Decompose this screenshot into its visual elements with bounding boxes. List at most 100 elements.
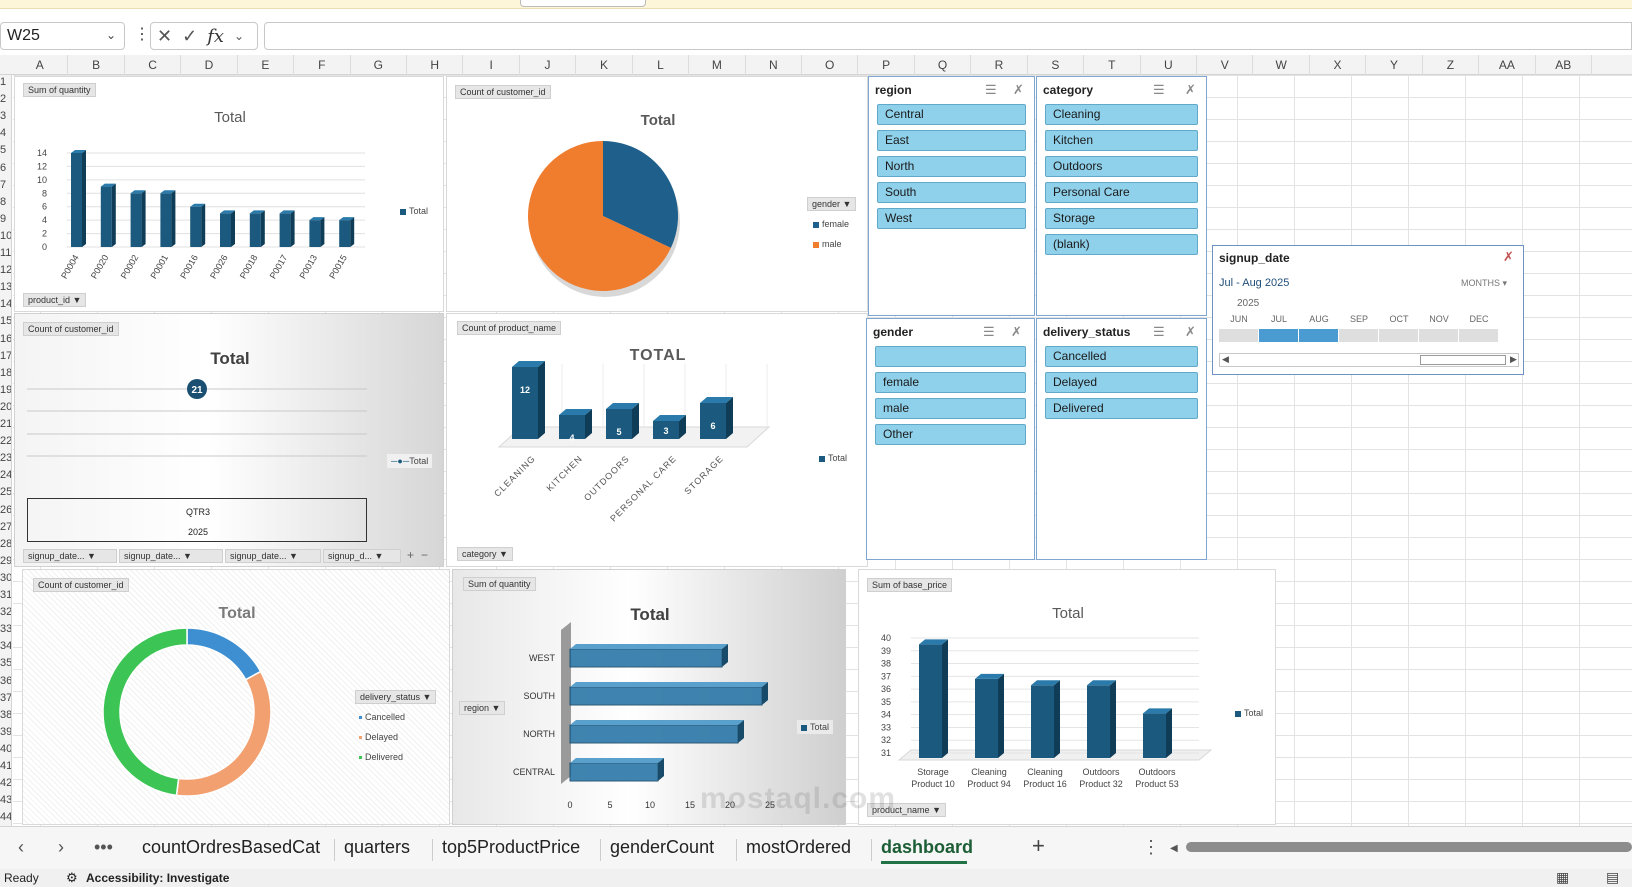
slicer-item[interactable]: South bbox=[877, 182, 1026, 203]
field-button-signup-date-1[interactable]: signup_date... ▼ bbox=[23, 549, 117, 563]
column-header-r[interactable]: R bbox=[971, 55, 1028, 75]
slicer-item[interactable]: Personal Care bbox=[1045, 182, 1198, 203]
scroll-tabs-right-icon[interactable]: › bbox=[58, 837, 64, 857]
row-header-19[interactable]: 19 bbox=[0, 383, 12, 396]
chevron-down-icon[interactable]: ▼ bbox=[422, 692, 432, 702]
chevron-down-icon[interactable]: ▼ bbox=[491, 703, 501, 713]
chevron-down-icon[interactable]: ▼ bbox=[842, 199, 852, 209]
chart-quantity-by-product[interactable]: Sum of quantity Total 0 2 4 6 8 10 12 14 P0004 P0… bbox=[14, 76, 444, 312]
field-button-count-customer[interactable]: Count of customer_id bbox=[33, 578, 129, 592]
field-button-product-name[interactable]: product_name ▼ bbox=[867, 803, 946, 817]
column-header-a[interactable]: A bbox=[12, 55, 69, 75]
multi-select-icon[interactable]: ☰ bbox=[1153, 324, 1165, 339]
row-header-7[interactable]: 7 bbox=[0, 178, 7, 191]
column-header-g[interactable]: G bbox=[351, 55, 407, 75]
field-button-sum-quantity[interactable]: Sum of quantity bbox=[23, 83, 96, 97]
tab-quarters[interactable]: quarters bbox=[344, 837, 411, 857]
tab-genderCount[interactable]: genderCount bbox=[610, 837, 715, 857]
chart-quantity-by-region[interactable]: Sum of quantity Total 0 5 10 15 20 25 WEST SOUT… bbox=[452, 569, 846, 825]
slicer-item[interactable]: female bbox=[875, 372, 1026, 393]
tab-dashboard[interactable]: dashboard bbox=[881, 837, 974, 857]
row-header-25[interactable]: 25 bbox=[0, 486, 12, 499]
tab-top5ProductPrice[interactable]: top5ProductPrice bbox=[442, 837, 581, 857]
column-header-f[interactable]: F bbox=[294, 55, 351, 75]
row-header-34[interactable]: 34 bbox=[0, 640, 12, 653]
clear-filter-icon[interactable]: ✗ bbox=[1013, 82, 1024, 97]
add-sheet-icon[interactable]: + bbox=[1032, 833, 1045, 858]
slicer-item[interactable]: Delayed bbox=[1045, 372, 1198, 393]
slicer-category[interactable]: category ☰ ✗ Cleaning Kitchen Outdoors Pers… bbox=[1036, 76, 1207, 316]
more-tabs-icon[interactable]: ••• bbox=[94, 837, 113, 857]
row-header-27[interactable]: 27 bbox=[0, 520, 12, 533]
slicer-item[interactable] bbox=[875, 346, 1026, 367]
column-header-m[interactable]: M bbox=[689, 55, 746, 75]
clear-filter-icon[interactable]: ✗ bbox=[1503, 249, 1514, 264]
row-header-20[interactable]: 20 bbox=[0, 400, 12, 413]
column-header-o[interactable]: O bbox=[802, 55, 859, 75]
field-button-count-customer[interactable]: Count of customer_id bbox=[23, 322, 119, 336]
column-header-l[interactable]: L bbox=[633, 55, 690, 75]
column-header-t[interactable]: T bbox=[1084, 55, 1141, 75]
filter-icon[interactable]: ▼ bbox=[932, 805, 941, 815]
row-header-10[interactable]: 10 bbox=[0, 229, 12, 242]
row-header-37[interactable]: 37 bbox=[0, 691, 12, 704]
timeline-month-bar[interactable] bbox=[1299, 329, 1338, 342]
field-button-signup-date-3[interactable]: signup_date... ▼ bbox=[225, 549, 321, 563]
row-header-9[interactable]: 9 bbox=[0, 212, 7, 225]
chart-products-by-category[interactable]: Count of product_name TOTAL 12 CLEANING 4 K… bbox=[446, 313, 868, 567]
row-header-11[interactable]: 11 bbox=[0, 247, 12, 259]
row-header-13[interactable]: 13 bbox=[0, 281, 12, 294]
column-header-y[interactable]: Y bbox=[1366, 55, 1423, 75]
row-header-2[interactable]: 2 bbox=[0, 93, 7, 106]
slicer-item[interactable]: Storage bbox=[1045, 208, 1198, 229]
row-header-18[interactable]: 18 bbox=[0, 366, 12, 379]
expand-field-icon[interactable]: + bbox=[407, 548, 415, 562]
scroll-tabs-left-icon[interactable]: ‹ bbox=[18, 837, 24, 857]
collapse-field-icon[interactable]: − bbox=[421, 548, 429, 562]
slicer-item[interactable]: East bbox=[877, 130, 1026, 151]
slicer-item[interactable]: Central bbox=[877, 104, 1026, 125]
row-header-29[interactable]: 29 bbox=[0, 554, 12, 567]
slicer-item[interactable]: West bbox=[877, 208, 1026, 229]
row-header-21[interactable]: 21 bbox=[0, 418, 12, 430]
chevron-down-icon[interactable]: ⌄ bbox=[234, 29, 245, 43]
row-header-41[interactable]: 41 bbox=[0, 760, 12, 772]
column-header-e[interactable]: E bbox=[238, 55, 295, 75]
strip-tab[interactable] bbox=[520, 0, 646, 7]
slicer-item[interactable]: Delivered bbox=[1045, 398, 1198, 419]
timeline-month-bar[interactable] bbox=[1339, 329, 1378, 342]
slicer-item[interactable]: North bbox=[877, 156, 1026, 177]
chevron-down-icon[interactable]: ⌄ bbox=[105, 28, 116, 42]
field-button-sum-base-price[interactable]: Sum of base_price bbox=[867, 578, 953, 592]
field-button-signup-date-2[interactable]: signup_date... ▼ bbox=[119, 549, 223, 563]
accessibility-icon[interactable]: ⚙ bbox=[66, 870, 78, 885]
column-header-z[interactable]: Z bbox=[1423, 55, 1480, 75]
column-header-i[interactable]: I bbox=[463, 55, 520, 75]
clear-filter-icon[interactable]: ✗ bbox=[1185, 324, 1196, 339]
timeline-scrollbar[interactable]: ◀ ▶ bbox=[1219, 353, 1519, 367]
row-header-28[interactable]: 28 bbox=[0, 537, 12, 550]
timeline-month-bar[interactable] bbox=[1419, 329, 1458, 342]
row-header-35[interactable]: 35 bbox=[0, 657, 12, 670]
row-header-31[interactable]: 31 bbox=[0, 589, 12, 601]
timeline-level-select[interactable]: MONTHS ▾ bbox=[1461, 278, 1508, 288]
column-header-ab[interactable]: AB bbox=[1536, 55, 1592, 75]
hscroll-left-icon[interactable]: ◀ bbox=[1170, 843, 1178, 854]
chart-customers-by-quarter[interactable]: Count of customer_id Total 21 ─●─Total Q… bbox=[14, 313, 444, 567]
accessibility-status[interactable]: Accessibility: Investigate bbox=[86, 871, 230, 885]
column-header-w[interactable]: W bbox=[1253, 55, 1310, 75]
page-layout-icon[interactable]: ▤ bbox=[1606, 869, 1620, 885]
chart-customers-by-delivery-status[interactable]: Count of customer_id Total delivery_stat… bbox=[22, 569, 450, 825]
row-header-6[interactable]: 6 bbox=[0, 161, 7, 174]
field-button-count-customer[interactable]: Count of customer_id bbox=[455, 85, 551, 99]
clear-filter-icon[interactable]: ✗ bbox=[1011, 324, 1022, 339]
row-header-12[interactable]: 12 bbox=[0, 264, 12, 277]
column-header-u[interactable]: U bbox=[1141, 55, 1197, 75]
timeline-month-bar[interactable] bbox=[1259, 329, 1298, 342]
field-button-sum-quantity[interactable]: Sum of quantity bbox=[463, 577, 536, 591]
column-header-h[interactable]: H bbox=[407, 55, 464, 75]
slicer-item[interactable]: Cancelled bbox=[1045, 346, 1198, 367]
row-header-43[interactable]: 43 bbox=[0, 794, 12, 807]
multi-select-icon[interactable]: ☰ bbox=[983, 324, 995, 339]
row-header-38[interactable]: 38 bbox=[0, 708, 12, 721]
